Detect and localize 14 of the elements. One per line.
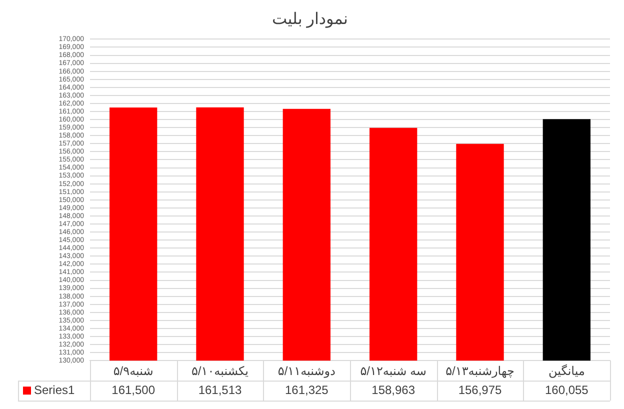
- x-tick-label: شنبه۵/۹: [113, 364, 154, 378]
- x-tick-label: سه شنبه۵/۱۲: [360, 364, 426, 378]
- x-tick-label: دوشنبه۵/۱۱: [278, 364, 336, 378]
- data-label: 156,975: [458, 382, 502, 397]
- data-label: 158,963: [372, 382, 416, 397]
- x-tick-label: میانگین: [548, 364, 585, 378]
- chart-title: نمودار بلیت: [272, 11, 348, 28]
- x-tick-label: چهارشنبه۵/۱۳: [446, 364, 514, 378]
- legend-label: Series1: [34, 382, 76, 397]
- data-label: 161,513: [198, 382, 242, 397]
- x-tick-label: یکشنبه۵/۱۰: [191, 364, 249, 378]
- data-label: 161,500: [112, 382, 156, 397]
- data-label: 160,055: [544, 382, 589, 397]
- data-label: 161,325: [284, 382, 329, 397]
